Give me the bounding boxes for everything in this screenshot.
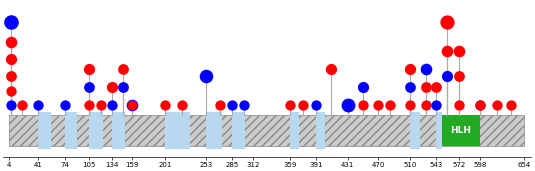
Point: [85, 67, 94, 70]
Bar: [410, 112, 419, 149]
Point: [422, 104, 430, 107]
Point: [6, 58, 15, 60]
Point: [128, 104, 136, 107]
Point: [493, 104, 502, 107]
Point: [422, 67, 430, 70]
Point: [119, 67, 127, 70]
Bar: [39, 112, 51, 149]
Bar: [442, 115, 480, 146]
Bar: [207, 112, 221, 149]
Point: [432, 86, 440, 88]
Point: [34, 104, 43, 107]
Bar: [316, 112, 325, 149]
Point: [455, 49, 463, 52]
Point: [60, 104, 69, 107]
Point: [358, 104, 367, 107]
Point: [358, 86, 367, 88]
Text: HLH: HLH: [450, 126, 471, 135]
Bar: [89, 112, 103, 149]
Point: [97, 104, 105, 107]
Point: [108, 86, 117, 88]
Point: [507, 104, 515, 107]
Point: [216, 104, 224, 107]
Point: [443, 49, 452, 52]
Point: [406, 67, 415, 70]
Point: [406, 104, 415, 107]
Point: [178, 104, 186, 107]
Point: [119, 86, 127, 88]
Bar: [112, 112, 125, 149]
Bar: [291, 112, 299, 149]
Point: [455, 104, 463, 107]
Point: [406, 86, 415, 88]
Point: [108, 104, 117, 107]
Point: [85, 86, 94, 88]
Point: [227, 104, 236, 107]
Bar: [165, 112, 190, 149]
Point: [161, 104, 170, 107]
Point: [6, 21, 15, 24]
Bar: [436, 112, 442, 149]
Point: [6, 104, 15, 107]
Point: [299, 104, 308, 107]
Point: [311, 104, 320, 107]
Point: [343, 104, 352, 107]
Point: [326, 67, 335, 70]
Point: [374, 104, 383, 107]
Point: [6, 41, 15, 43]
Bar: [9, 115, 524, 146]
Point: [85, 104, 94, 107]
Point: [432, 104, 440, 107]
Point: [6, 75, 15, 77]
Point: [476, 104, 484, 107]
Point: [128, 104, 136, 107]
Point: [240, 104, 248, 107]
Point: [455, 75, 463, 77]
Point: [6, 90, 15, 93]
Point: [286, 104, 295, 107]
Point: [18, 104, 26, 107]
Point: [386, 104, 395, 107]
Point: [443, 21, 452, 24]
Point: [476, 104, 484, 107]
Bar: [232, 112, 245, 149]
Point: [422, 86, 430, 88]
Point: [443, 75, 452, 77]
Bar: [65, 112, 77, 149]
Point: [202, 75, 211, 77]
